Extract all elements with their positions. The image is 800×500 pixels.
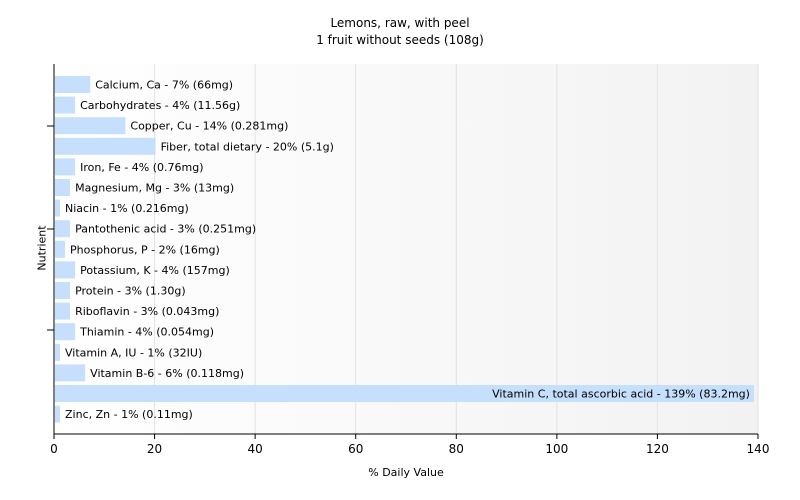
bar-label: Carbohydrates - 4% (11.56g) <box>80 99 240 112</box>
bar <box>55 76 91 93</box>
chart-title: Lemons, raw, with peel <box>330 16 470 30</box>
bar <box>55 158 76 176</box>
bar-label: Thiamin - 4% (0.054mg) <box>79 326 214 339</box>
y-axis-title: Nutrient <box>35 225 49 271</box>
bar-label: Vitamin B-6 - 6% (0.118mg) <box>90 367 244 380</box>
bar <box>55 405 61 423</box>
bar <box>55 220 71 238</box>
bar-label: Zinc, Zn - 1% (0.11mg) <box>65 408 193 421</box>
chart-subtitle: 1 fruit without seeds (108g) <box>316 33 484 47</box>
x-tick-label: 20 <box>147 442 162 456</box>
x-tick-label: 0 <box>50 442 58 456</box>
bar <box>55 117 126 135</box>
bar <box>55 261 76 279</box>
x-tick-label: 80 <box>449 442 464 456</box>
bar-label: Fiber, total dietary - 20% (5.1g) <box>161 140 334 153</box>
bar-label: Protein - 3% (1.30g) <box>75 285 186 298</box>
bar <box>55 199 61 217</box>
bar <box>55 343 61 361</box>
bar-label: Potassium, K - 4% (157mg) <box>80 264 230 277</box>
bar-label: Riboflavin - 3% (0.043mg) <box>75 305 219 318</box>
x-tick-label: 100 <box>545 442 568 456</box>
gridlines <box>154 64 759 434</box>
bar <box>55 323 76 341</box>
bar-label: Copper, Cu - 14% (0.281mg) <box>130 120 288 133</box>
bar <box>55 282 71 299</box>
bar-label: Calcium, Ca - 7% (66mg) <box>95 79 233 92</box>
bar <box>55 364 86 382</box>
bar <box>55 179 71 196</box>
x-tick-label: 140 <box>747 442 770 456</box>
bar-label: Pantothenic acid - 3% (0.251mg) <box>75 223 256 236</box>
bar-label: Vitamin C, total ascorbic acid - 139% (8… <box>492 388 750 401</box>
axes: 0 20 40 60 80 100 120 140 <box>47 64 769 456</box>
x-tick-label: 40 <box>248 442 263 456</box>
bar <box>55 137 156 155</box>
x-axis-title: % Daily Value <box>368 466 444 479</box>
bar-label: Phosphorus, P - 2% (16mg) <box>70 243 220 256</box>
bar <box>55 240 66 258</box>
bar-label: Niacin - 1% (0.216mg) <box>65 202 189 215</box>
bar <box>55 96 76 114</box>
bar-label: Iron, Fe - 4% (0.76mg) <box>80 161 203 174</box>
bar <box>55 302 71 320</box>
bar-label: Vitamin A, IU - 1% (32IU) <box>65 346 202 359</box>
x-tick-label: 60 <box>348 442 363 456</box>
plot-area <box>54 64 758 434</box>
bar-label: Magnesium, Mg - 3% (13mg) <box>75 182 234 195</box>
bar <box>55 385 754 402</box>
bars: Calcium, Ca - 7% (66mg) Carbohydrates - 4… <box>55 76 754 423</box>
x-tick-label: 120 <box>646 442 669 456</box>
